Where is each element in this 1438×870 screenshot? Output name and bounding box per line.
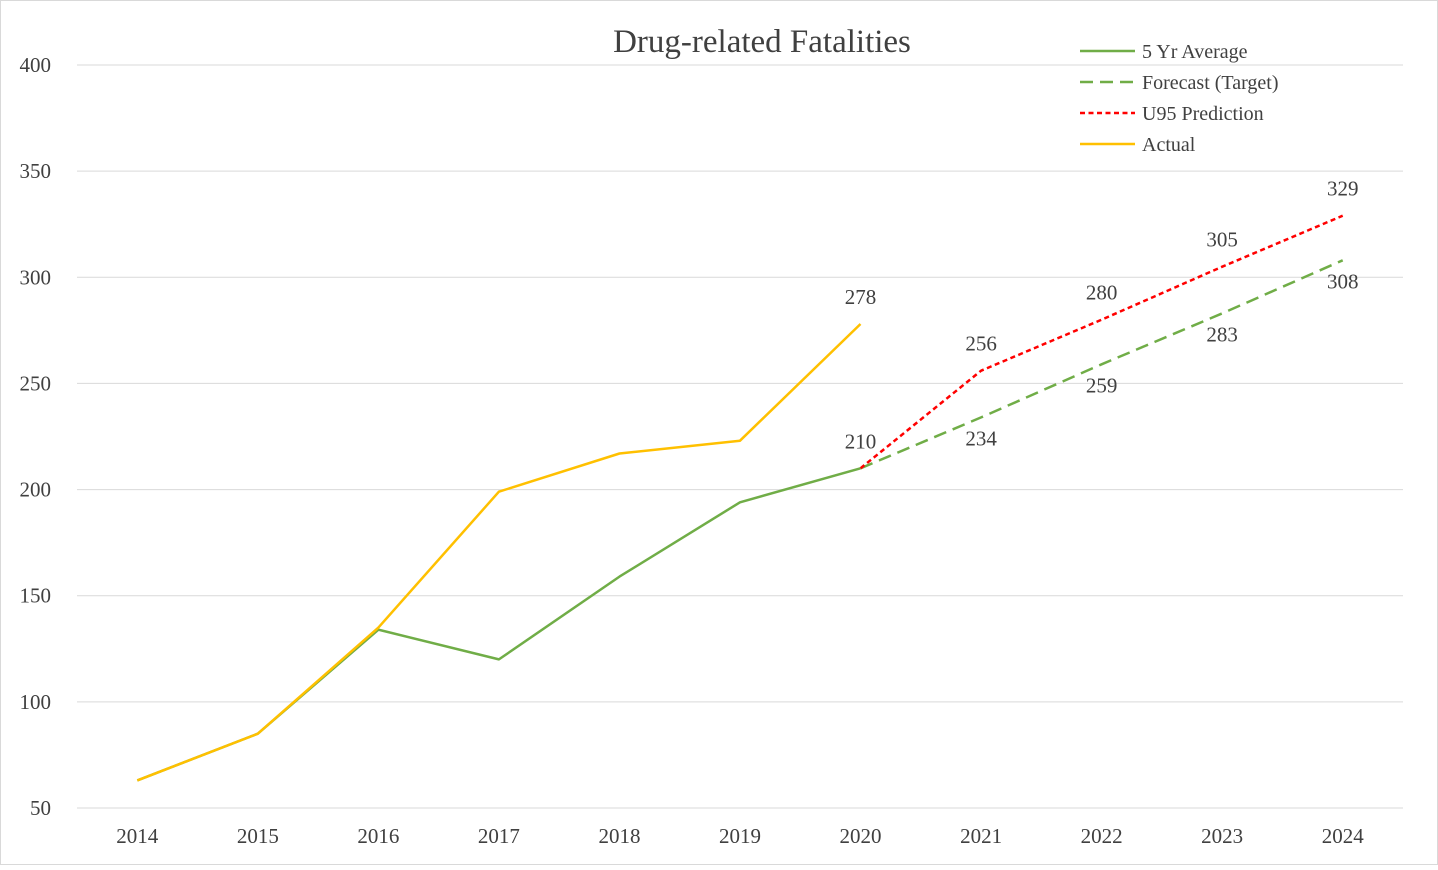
y-tick-label: 250 [20,371,52,395]
data-label: 256 [965,332,997,356]
x-tick-label: 2023 [1201,824,1243,848]
y-axis-ticks: 50 100 150 200 250 300 350 400 [20,53,52,820]
legend-label: 5 Yr Average [1142,41,1248,63]
x-tick-label: 2018 [598,824,640,848]
gridlines [77,64,1403,809]
x-tick-label: 2021 [960,824,1002,848]
y-tick-label: 200 [20,478,52,502]
data-label: 234 [965,426,997,450]
data-label: 280 [1086,281,1118,305]
x-tick-label: 2014 [116,824,159,848]
y-tick-label: 50 [30,796,51,820]
legend: 5 Yr Average Forecast (Target) U95 Predict… [1080,41,1279,156]
data-label: 305 [1206,228,1238,252]
series-line-5-yr-average [136,467,861,782]
y-tick-label: 300 [20,265,52,289]
x-axis-ticks: 2014 2015 2016 2017 2018 2019 2020 2021 2022 2023… [116,824,1364,848]
x-tick-label: 2020 [840,824,882,848]
x-tick-label: 2024 [1322,824,1365,848]
y-tick-label: 350 [20,159,52,183]
y-tick-label: 100 [20,690,52,714]
x-tick-label: 2017 [478,824,520,848]
data-labels: 234 259 283 308 210 256 280 305 329 278 [845,177,1359,454]
series-line-u95-prediction [859,214,1344,470]
data-label: 308 [1327,269,1359,293]
data-label: 210 [845,429,877,453]
data-label: 329 [1327,177,1359,201]
data-label: 259 [1086,373,1118,397]
chart-title: Drug-related Fatalities [613,24,911,60]
data-label: 283 [1206,322,1238,346]
x-tick-label: 2022 [1081,824,1123,848]
legend-label: Actual [1142,134,1196,156]
series-lines [136,214,1344,782]
series-line-forecast-target [860,259,1344,470]
x-tick-label: 2016 [357,824,399,848]
x-tick-label: 2015 [237,824,279,848]
legend-label: U95 Prediction [1142,103,1264,125]
series-line-actual [136,323,862,782]
data-label: 278 [845,285,877,309]
y-tick-label: 150 [20,584,52,608]
x-tick-label: 2019 [719,824,761,848]
legend-label: Forecast (Target) [1142,72,1279,94]
y-tick-label: 400 [20,53,52,77]
